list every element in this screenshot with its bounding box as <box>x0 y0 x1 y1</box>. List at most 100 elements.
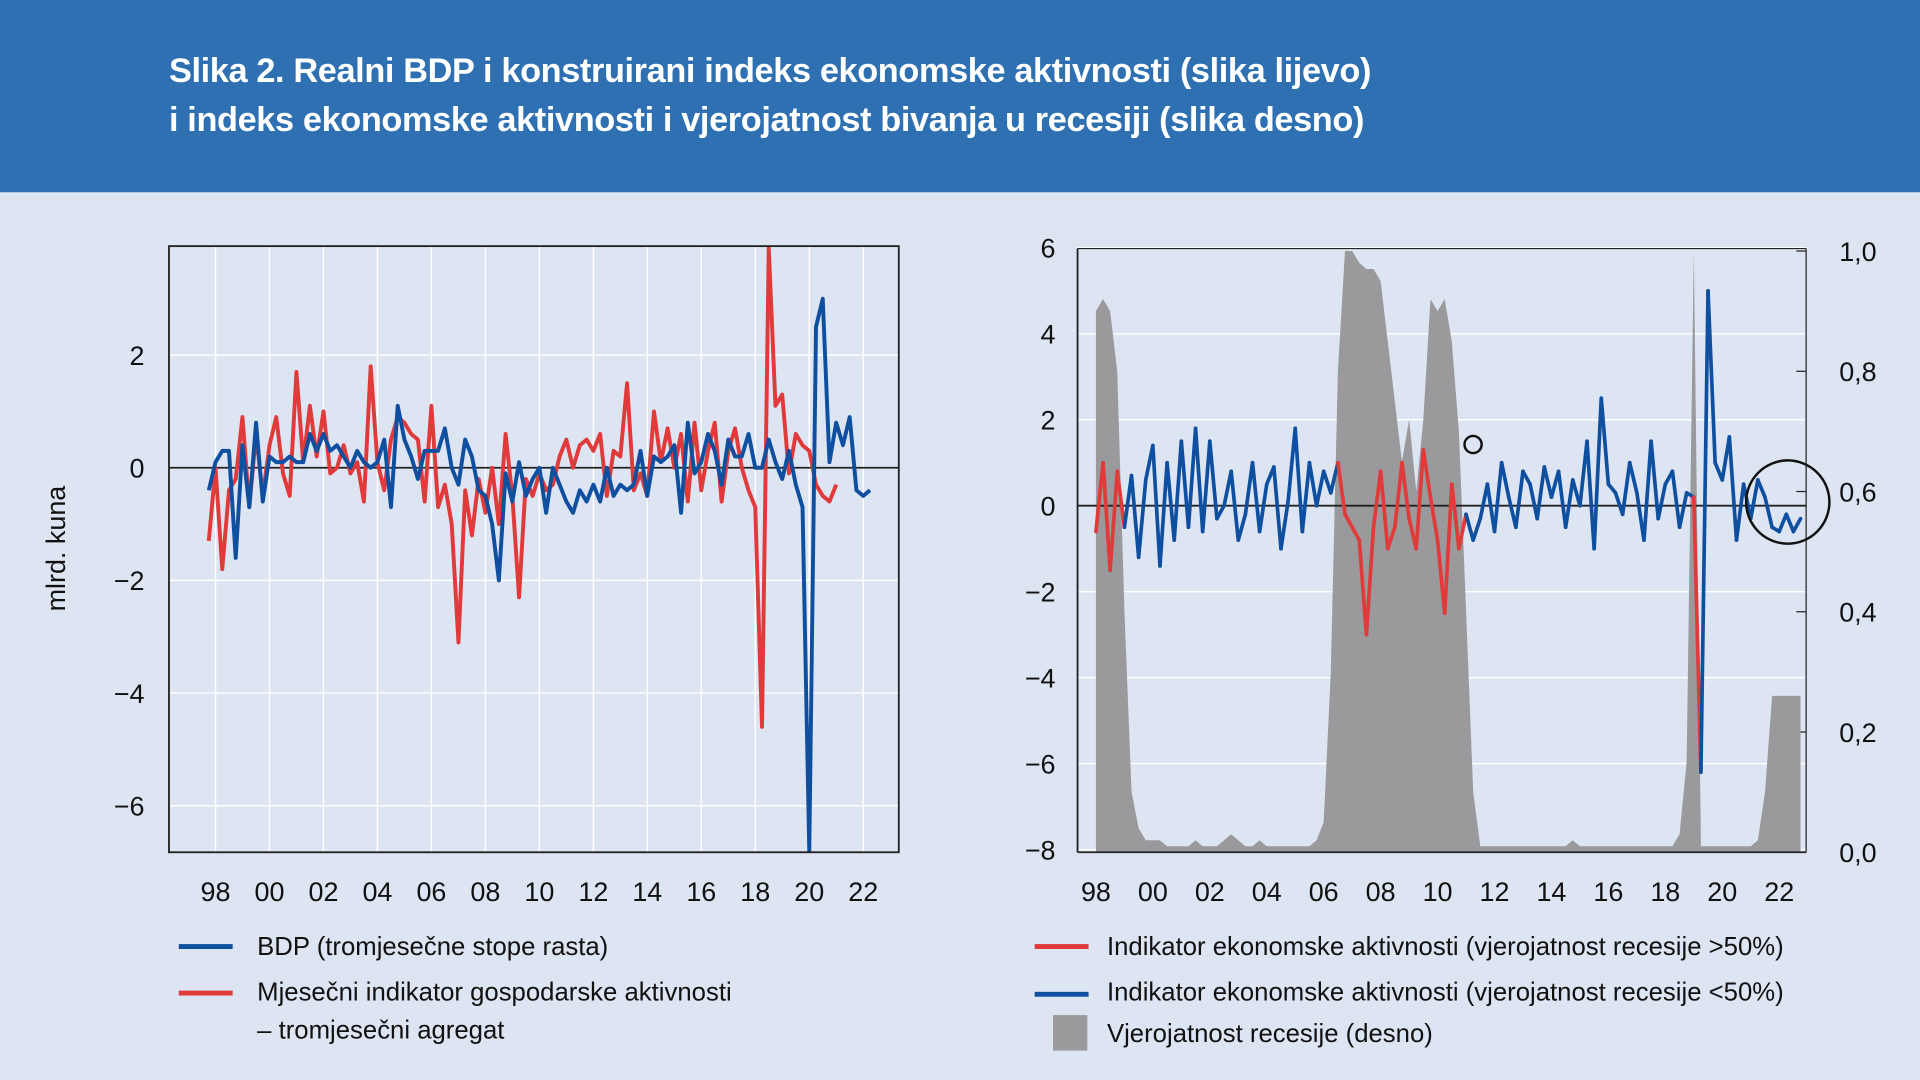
indicator-segment-normal <box>1229 469 1241 542</box>
right-y-tick-label: −8 <box>1025 835 1056 865</box>
indicator-segment-normal <box>1293 426 1305 534</box>
indicator-segment-recession <box>1364 525 1376 637</box>
legend-swatch-recession-above <box>1034 944 1089 949</box>
indicator-segment-recession <box>1457 512 1468 551</box>
indicator-segment-normal <box>1656 482 1668 521</box>
indicator-segment-normal <box>1649 439 1661 521</box>
right-y-tick-label: 0 <box>1041 492 1056 522</box>
header-banner: Slika 2. Realni BDP i konstruirani indek… <box>0 0 1920 193</box>
indicator-segment-normal <box>1307 460 1319 508</box>
indicator-segment-recession <box>1094 460 1105 534</box>
right-x-tick-label: 18 <box>1650 877 1680 907</box>
right-y2-tick-label: 0,4 <box>1839 598 1876 628</box>
legend-label-recession-above: Indikator ekonomske aktivnosti (vjerojat… <box>1106 933 1784 962</box>
indicator-segment-normal <box>1606 482 1618 495</box>
right-y-tick-label: −6 <box>1025 749 1056 779</box>
right-y2-tick-label: 0,8 <box>1839 357 1876 387</box>
indicator-segment-normal <box>1492 460 1504 534</box>
indicator-segment-normal <box>1129 473 1141 560</box>
right-y-tick-label: −2 <box>1025 577 1056 607</box>
left-x-tick-label: 16 <box>686 877 716 907</box>
indicator-segment-normal <box>1172 439 1184 542</box>
indicator-segment-recession <box>1101 460 1112 573</box>
indicator-segment-normal <box>1215 503 1226 521</box>
right-y2-tick-label: 0,2 <box>1839 718 1876 748</box>
right-x-tick-label: 04 <box>1252 877 1282 907</box>
indicator-segment-recession <box>1428 495 1440 542</box>
indicator-segment-normal <box>1243 460 1255 517</box>
indicator-segment-normal <box>1485 482 1497 534</box>
legend-label-monthly-indicator-cont: – tromjesečni agregat <box>257 1016 505 1045</box>
indicator-segment-normal <box>1207 439 1219 521</box>
figure-title-line1: Slika 2. Realni BDP i konstruirani indek… <box>168 51 1371 90</box>
indicator-segment-normal <box>1791 516 1803 534</box>
indicator-segment-recession <box>1442 482 1454 616</box>
indicator-segment-normal <box>1179 439 1191 530</box>
legend-swatch-bdp <box>178 944 233 949</box>
right-y-tick-label: 6 <box>1041 234 1056 264</box>
left-plot-frame <box>168 245 900 854</box>
indicator-segment-normal <box>1471 516 1483 542</box>
legend-label-bdp: BDP (tromjesečne stope rasta) <box>257 933 609 962</box>
indicator-segment-normal <box>1627 460 1639 495</box>
left-x-tick-label: 18 <box>740 877 770 907</box>
indicator-segment-normal <box>1514 469 1525 530</box>
indicator-segment-recession <box>1371 469 1383 530</box>
right-y2-tick-label: 0,6 <box>1839 477 1876 507</box>
left-x-tick-label: 20 <box>794 877 824 907</box>
right-x-tick-label: 14 <box>1536 877 1566 907</box>
indicator-segment-normal <box>1756 478 1767 499</box>
indicator-segment-normal <box>1777 512 1789 534</box>
indicator-segment-normal <box>1193 426 1205 534</box>
indicator-segment-normal <box>1521 469 1532 487</box>
right-x-tick-label: 06 <box>1309 877 1339 907</box>
indicator-segment-normal <box>1734 482 1746 542</box>
series-line-bdp <box>206 296 872 853</box>
indicator-segment-recession <box>1393 460 1404 530</box>
left-y-tick-label: 0 <box>130 454 145 484</box>
right-x-tick-label: 10 <box>1423 877 1453 907</box>
indicator-segment-normal <box>1122 473 1134 530</box>
indicator-segment-normal <box>1328 460 1340 495</box>
indicator-segment-normal <box>1784 512 1796 534</box>
indicator-segment-normal <box>1236 512 1248 542</box>
right-x-tick-label: 16 <box>1593 877 1623 907</box>
right-y2-tick-label: 1,0 <box>1839 237 1876 267</box>
legend-label-probability: Vjerojatnost recesije (desno) <box>1106 1020 1433 1049</box>
indicator-segment-normal <box>1763 495 1774 530</box>
legend-swatch-recession-below <box>1034 991 1089 997</box>
indicator-segment-normal <box>1257 482 1269 534</box>
left-x-tick-label: 00 <box>255 877 285 907</box>
indicator-segment-normal <box>1158 460 1169 568</box>
legend-swatch-monthly-indicator <box>178 990 233 996</box>
indicator-segment-recession <box>1691 495 1703 775</box>
left-y-tick-label: 2 <box>130 341 145 371</box>
indicator-segment-normal <box>1186 426 1198 530</box>
indicator-segment-normal <box>1699 288 1710 775</box>
left-x-tick-label: 08 <box>470 877 500 907</box>
left-x-tick-label: 22 <box>848 877 878 907</box>
indicator-segment-normal <box>1542 465 1554 499</box>
left-plot-area <box>168 246 899 853</box>
left-x-tick-label: 98 <box>201 877 231 907</box>
indicator-segment-normal <box>1642 439 1653 542</box>
indicator-segment-normal <box>1563 478 1575 530</box>
indicator-segment-recession <box>1343 512 1354 530</box>
indicator-segment-normal <box>1578 439 1589 508</box>
right-y-tick-label: 2 <box>1041 406 1056 436</box>
indicator-segment-normal <box>1677 490 1689 530</box>
right-x-tick-label: 98 <box>1081 877 1111 907</box>
indicator-segment-recession <box>1435 538 1447 616</box>
indicator-segment-normal <box>1727 435 1739 542</box>
figure-title-line2: i indeks ekonomske aktivnosti i vjerojat… <box>168 100 1364 139</box>
indicator-segment-recession <box>1108 469 1120 573</box>
indicator-segment-normal <box>1499 460 1511 499</box>
legend-label-recession-below: Indikator ekonomske aktivnosti (vjerojat… <box>1106 978 1784 1007</box>
indicator-segment-normal <box>1585 439 1596 551</box>
left-x-tick-label: 14 <box>632 877 662 907</box>
left-x-tick-label: 06 <box>416 877 446 907</box>
series-line-monthly-indicator <box>206 246 839 729</box>
left-y-tick-label: −6 <box>114 792 145 822</box>
